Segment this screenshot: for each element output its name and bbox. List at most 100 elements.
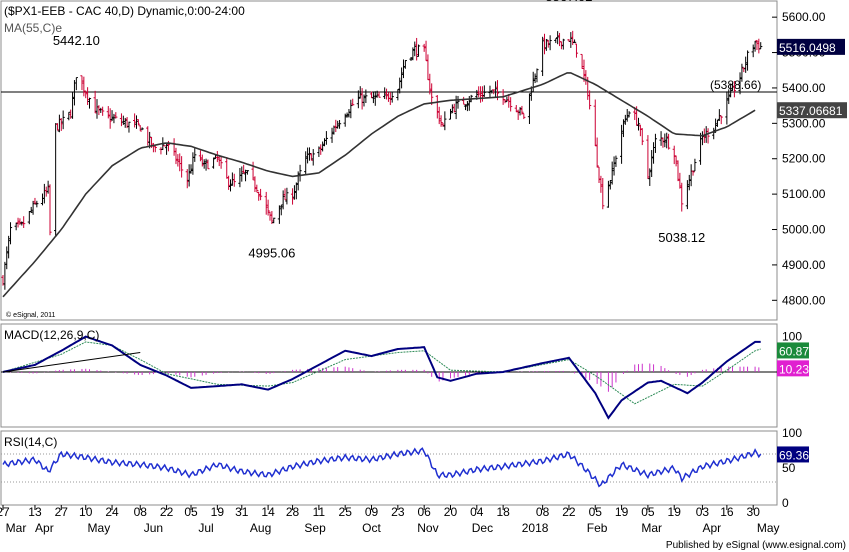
price-annotation: 5038.12 [658, 230, 705, 245]
price-candle [533, 73, 537, 84]
x-month-label: Oct [362, 521, 381, 535]
price-candle [377, 91, 381, 98]
price-candle [416, 44, 421, 57]
price-candle [665, 132, 669, 149]
price-candle [676, 160, 680, 182]
price-candle [465, 101, 470, 112]
price-candle [114, 112, 118, 119]
price-y-tick-label: 4900.00 [782, 258, 826, 272]
esignal-watermark: © eSignal, 2011 [6, 311, 56, 319]
price-candle [67, 111, 71, 121]
price-candle [33, 197, 37, 205]
rsi-y-tick-label: 100 [782, 426, 802, 440]
price-candle [281, 190, 285, 210]
price-candle [5, 246, 9, 270]
price-candle [548, 35, 552, 51]
chart-title: ($PX1-EEB - CAC 40,D) Dynamic,0:00-24:00 [4, 4, 245, 18]
price-candle [544, 38, 548, 51]
price-candle [531, 71, 535, 93]
x-day-label: 31 [235, 505, 249, 519]
price-candle [373, 91, 377, 106]
x-day-label: 22 [160, 505, 174, 519]
x-day-label: 28 [286, 505, 300, 519]
x-day-label: 03 [696, 505, 710, 519]
x-month-label: Apr [35, 521, 54, 535]
rsi-layer: 100 50 0 69.36 [1, 426, 809, 510]
price-candle [403, 60, 407, 69]
price-candle [337, 120, 342, 129]
price-candle [428, 73, 432, 95]
price-candle [121, 115, 125, 125]
price-candle [311, 149, 315, 166]
price-candle [343, 113, 347, 127]
price-candle [759, 42, 763, 50]
price-candle [574, 43, 579, 58]
x-day-label: 04 [470, 505, 484, 519]
price-candle [334, 119, 338, 133]
price-candle [627, 111, 631, 118]
price-candle [452, 103, 456, 113]
price-candle [279, 204, 283, 216]
macd-hist-label: 10.23 [779, 362, 809, 376]
price-candle [255, 184, 259, 193]
price-candle [16, 217, 20, 228]
price-candle [732, 80, 736, 98]
x-day-label: 05 [589, 505, 603, 519]
price-candle [546, 39, 550, 48]
price-candle [290, 188, 295, 205]
price-candle [29, 206, 33, 214]
price-candle [441, 122, 445, 127]
price-candle [277, 205, 281, 224]
price-candle [198, 150, 203, 162]
price-candle [595, 137, 599, 168]
price-candle [87, 97, 92, 109]
price-candle [228, 179, 233, 192]
macd-value-label: 60.87 [779, 344, 809, 358]
price-candle [82, 76, 86, 97]
x-day-label: 27 [55, 505, 69, 519]
price-candle [610, 161, 614, 185]
price-candle [272, 217, 276, 224]
price-y-tick-label: 5200.00 [782, 152, 826, 166]
ma-value-label: 5337.06681 [779, 104, 843, 118]
price-y-tick-label: 5000.00 [782, 223, 826, 237]
x-month-label: Nov [417, 521, 438, 535]
price-candle [556, 31, 560, 45]
price-candle [140, 127, 144, 131]
price-candle [636, 117, 641, 131]
price-layer: 5600.005500.005400.005300.005200.005100.… [1, 0, 847, 307]
price-candle [123, 117, 127, 128]
x-day-label: 11 [313, 505, 326, 519]
x-month-label: Mar [641, 521, 662, 535]
price-candle [84, 90, 88, 99]
price-candle [14, 222, 18, 231]
price-candle [744, 56, 748, 73]
price-candle [153, 145, 157, 153]
price-candle [606, 180, 611, 208]
price-candle [430, 83, 434, 106]
price-candle [187, 164, 191, 187]
price-candle [257, 191, 261, 201]
price-candle [243, 169, 248, 182]
x-day-label: 19 [211, 505, 225, 519]
price-y-tick-label: 5100.00 [782, 187, 826, 201]
price-annotation: 5442.10 [53, 33, 100, 48]
price-candle [383, 87, 387, 100]
x-day-label: 09 [365, 505, 379, 519]
macd-title: MACD(12,26,9,C) [4, 328, 99, 342]
x-day-label: 08 [536, 505, 550, 519]
x-month-label: 2018 [522, 521, 549, 535]
price-candle [494, 81, 498, 98]
price-candle [514, 105, 518, 113]
price-candle [422, 43, 426, 52]
price-candle [106, 106, 110, 119]
price-annotation: 5567.02 [545, 0, 592, 4]
price-candle [753, 40, 757, 52]
price-candle [20, 221, 24, 226]
price-candle [448, 108, 453, 120]
price-candle [687, 174, 691, 191]
price-candle [621, 119, 626, 138]
price-candle [727, 89, 731, 105]
x-month-label: Jul [198, 521, 213, 535]
